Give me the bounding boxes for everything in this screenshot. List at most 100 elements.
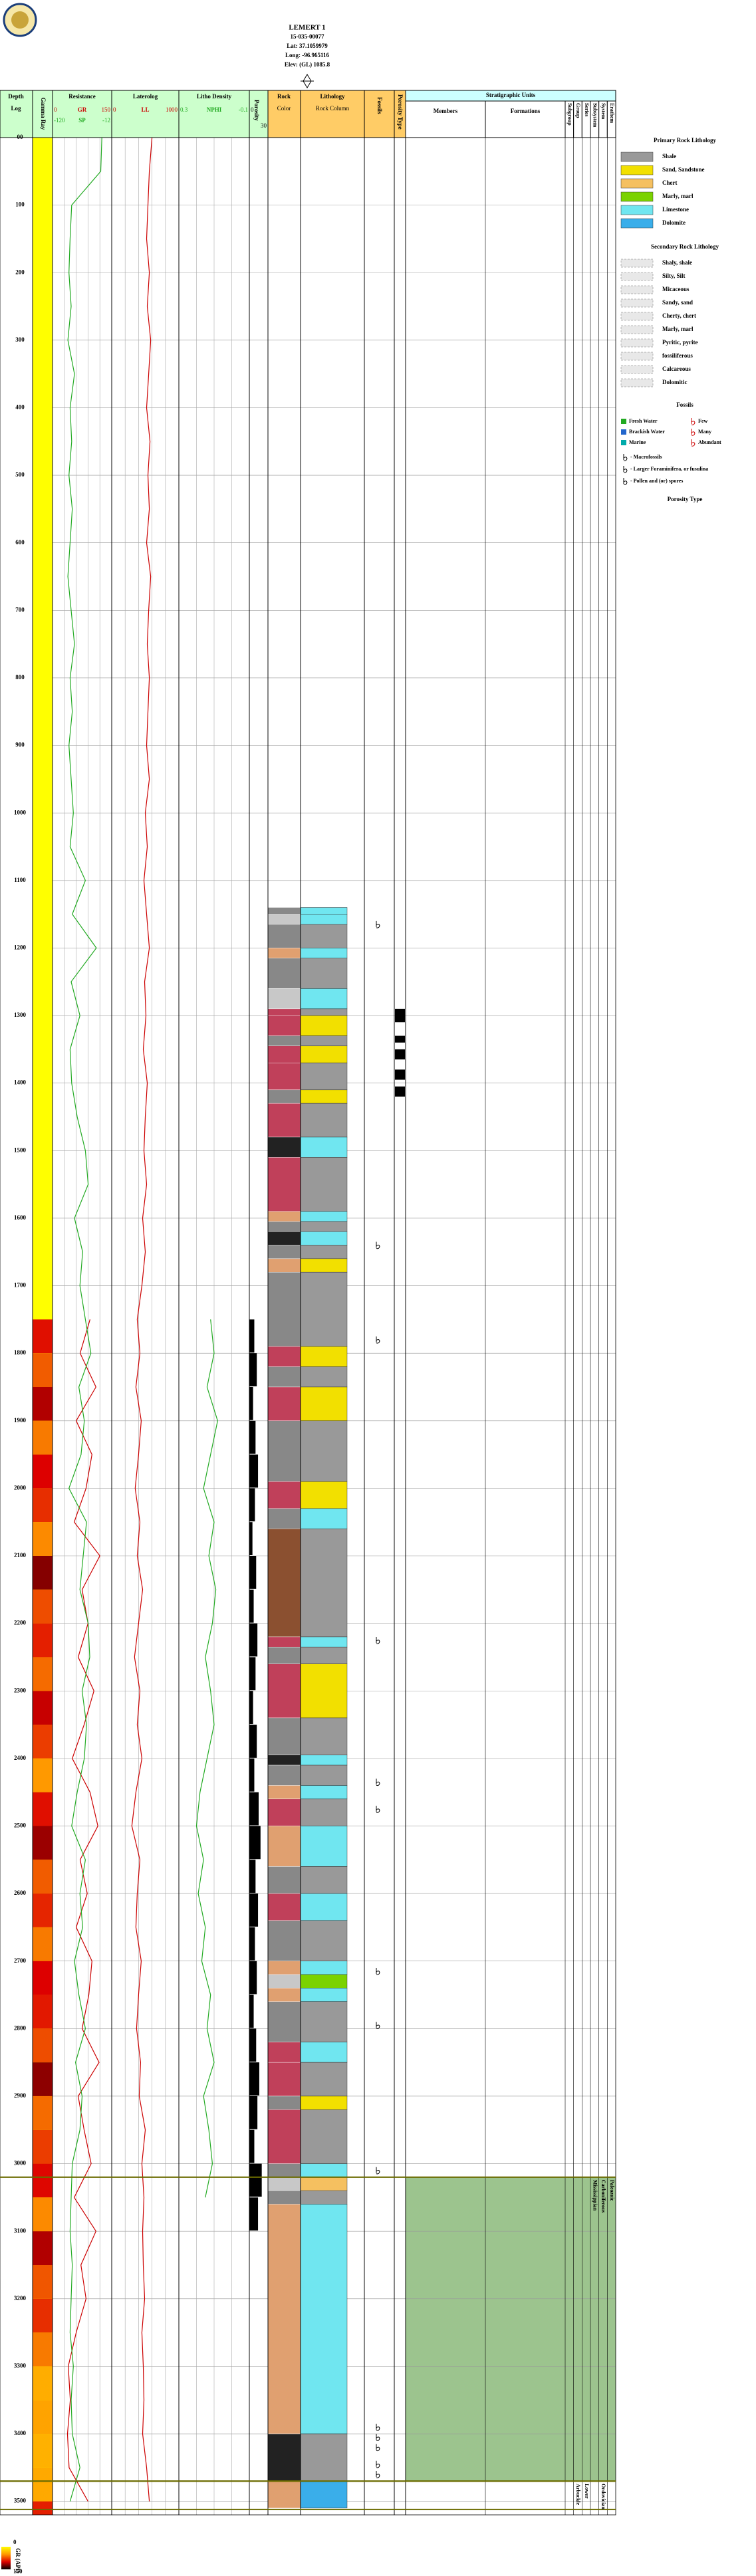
depth-tick-label: 3300 <box>14 2363 27 2369</box>
porosity-bar <box>249 2028 257 2062</box>
rock-column <box>300 1089 348 1104</box>
legend-label: Cherty, chert <box>662 312 696 319</box>
porosity-bar <box>249 1860 256 1893</box>
gamma-color <box>33 2467 53 2502</box>
gamma-color <box>33 1623 53 1658</box>
fossil <box>376 2460 380 2468</box>
legend-swatch <box>620 205 654 215</box>
rock-column <box>300 1346 348 1367</box>
rock-column <box>300 1798 348 1826</box>
legend-swatch <box>621 440 626 445</box>
legend-title: Secondary Rock Lithology <box>651 243 719 250</box>
rock-column <box>300 2163 348 2178</box>
depth-tick-label: 2500 <box>14 1822 27 1829</box>
strat-label: Mississippian <box>592 2180 598 2211</box>
rock-color <box>267 1272 301 1347</box>
rock-color <box>267 2177 301 2191</box>
depth-tick-label: 1000 <box>14 809 27 815</box>
rock-column <box>300 1157 348 1212</box>
gamma-color <box>33 2028 53 2063</box>
porosity-bar <box>249 1319 255 1353</box>
strat-unit <box>406 2177 616 2482</box>
porosity-bar <box>249 2062 259 2095</box>
rock-color <box>267 1893 301 1921</box>
colorbar-label: GR (API) <box>15 2548 21 2573</box>
depth-tick-label: 700 <box>15 606 25 613</box>
scale-max: -12 <box>102 117 110 124</box>
legend-fossil <box>623 478 628 485</box>
scale-min: 0.3 <box>180 106 188 113</box>
track-name: Porosity <box>253 100 260 121</box>
rock-color <box>267 1245 301 1259</box>
depth-tick-label: 600 <box>15 539 25 546</box>
legend-label: Abundant <box>698 439 721 445</box>
gamma-color <box>33 1927 53 1961</box>
strat-col-name: Series <box>584 103 590 116</box>
legend-label: Marly, marl <box>662 193 693 199</box>
depth-tick-label: 3400 <box>14 2430 27 2436</box>
legend-swatch <box>621 419 626 424</box>
depth-tick-label: 2200 <box>14 1620 27 1626</box>
rock-column <box>300 1221 348 1232</box>
rock-color <box>267 1157 301 1212</box>
rock-column <box>300 2001 348 2042</box>
strat-label: Lower <box>584 2484 590 2499</box>
depth-tick-label: 1400 <box>14 1079 27 1086</box>
gamma-color <box>33 2400 53 2434</box>
legend-swatch <box>620 285 654 294</box>
strat-col-name: Formations <box>511 108 541 114</box>
rock-color <box>267 1346 301 1367</box>
track-header <box>111 90 180 138</box>
rock-column <box>300 988 348 1010</box>
porosity-bar <box>249 2197 259 2231</box>
rock-color <box>267 1636 301 1648</box>
rock-column <box>300 1481 348 1509</box>
track-name: Litho Density <box>197 93 232 100</box>
rock-color <box>267 2109 301 2164</box>
depth-tick-label: 2900 <box>14 2092 27 2099</box>
porosity-bar <box>249 1758 255 1792</box>
depth-label: Depth <box>8 93 24 100</box>
legend-fossil <box>691 439 695 447</box>
rock-column <box>300 924 348 948</box>
porosity-bar <box>249 2163 262 2197</box>
scale-max: -0.1 <box>239 106 248 113</box>
rock-color <box>267 2163 301 2178</box>
gamma-color <box>33 1725 53 1759</box>
rock-column <box>300 914 348 925</box>
rock-color <box>267 2001 301 2042</box>
porosity-type <box>395 1008 405 1023</box>
rock-color <box>267 1089 301 1104</box>
depth-tick-label: 3200 <box>14 2295 27 2302</box>
legend-label: - Larger Foraminifera, or fusulina <box>630 466 708 472</box>
porosity-bar <box>249 1725 257 1758</box>
rock-color <box>267 1785 301 1800</box>
rock-column <box>300 2204 348 2434</box>
porosity-bar <box>249 1522 253 1556</box>
legend-swatch <box>620 218 654 229</box>
depth-tick-label: 2800 <box>14 2024 27 2031</box>
rock-color <box>267 1664 301 1719</box>
porosity-bar <box>249 2095 258 2129</box>
rock-color <box>267 1103 301 1138</box>
legend-label: Shaly, shale <box>662 259 692 266</box>
fossil <box>376 2444 380 2452</box>
rock-color <box>267 2191 301 2204</box>
rock-color <box>267 1232 301 1245</box>
strat-col-name: System <box>600 103 606 120</box>
gamma-color <box>33 2163 53 2198</box>
scale-min: 0 <box>251 106 254 113</box>
logo-center <box>11 11 29 29</box>
gamma-color <box>33 1353 53 1387</box>
scale-min: 0 <box>113 106 116 113</box>
legend-label: Dolomite <box>662 219 686 226</box>
rock-color <box>267 1221 301 1232</box>
rock-color <box>267 2042 301 2063</box>
rock-color <box>267 1136 301 1158</box>
rock-column <box>300 1062 348 1091</box>
porosity-bar <box>249 1994 254 2028</box>
gamma-color <box>33 1691 53 1725</box>
depth-tick-label: 1500 <box>14 1146 27 1153</box>
porosity-bar <box>249 1826 261 1860</box>
